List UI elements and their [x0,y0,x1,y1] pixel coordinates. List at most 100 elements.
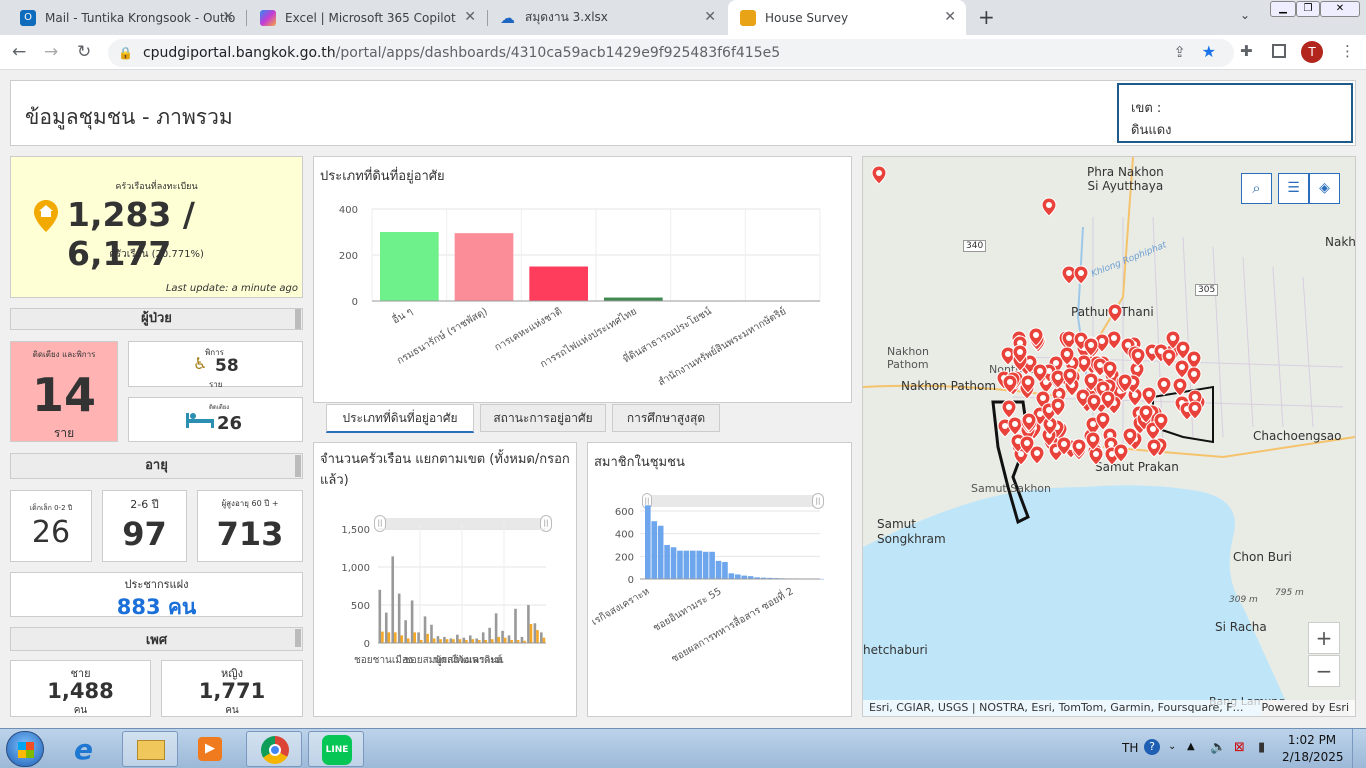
survey-pin[interactable] [1161,348,1177,368]
survey-pin[interactable] [1094,333,1110,353]
survey-pin[interactable] [1088,446,1104,466]
maximize-button[interactable]: ❐ [1296,1,1320,17]
speaker-icon[interactable]: 🔈 [1210,740,1227,755]
window-close-button[interactable]: ✕ [1320,1,1360,17]
share-icon[interactable]: ⇪ [1173,43,1186,61]
survey-pin[interactable] [1083,372,1099,392]
survey-pin[interactable] [1056,436,1072,456]
survey-pin[interactable] [1071,438,1087,458]
search-icon[interactable]: ⌕ [1241,173,1272,204]
menu-icon[interactable]: ⋮ [1340,42,1355,60]
survey-pin[interactable] [1130,347,1146,367]
survey-pin[interactable] [1107,303,1123,323]
survey-pin[interactable] [1086,393,1102,413]
bookmark-star-icon[interactable]: ★ [1201,42,1216,61]
back-icon[interactable]: ← [12,42,27,62]
survey-pin[interactable] [1083,337,1099,357]
tab-education[interactable]: การศึกษาสูงสุด [612,404,720,432]
show-desktop-button[interactable] [1352,729,1366,768]
range-slider-end-handle[interactable]: || [812,493,824,509]
help-icon[interactable]: ? [1144,739,1160,755]
survey-pin[interactable] [1020,374,1036,394]
tab-residence-status[interactable]: สถานะการอยู่อาศัย [480,404,606,432]
legend-icon[interactable]: ☰ [1278,173,1309,204]
survey-pin[interactable] [1029,445,1045,465]
extensions-icon[interactable]: ✚ [1240,42,1253,60]
survey-pin[interactable] [1153,412,1169,432]
zoom-out-button[interactable]: − [1308,655,1340,687]
survey-pin[interactable] [1061,265,1077,285]
file-explorer-icon[interactable] [122,731,178,767]
survey-pin[interactable] [1002,374,1018,394]
survey-pin[interactable] [1102,360,1118,380]
survey-pin[interactable] [1019,435,1035,455]
minimize-button[interactable]: ▁ [1270,1,1296,17]
survey-pin[interactable] [1075,388,1091,408]
reload-icon[interactable]: ↻ [77,42,92,62]
survey-pin[interactable] [871,165,887,185]
range-slider-track[interactable] [380,518,548,530]
scrollbar[interactable] [295,455,301,477]
power-icon[interactable]: ▮ [1258,740,1266,755]
district-selector[interactable]: เขต : ดินแดง [1117,83,1353,143]
close-icon[interactable]: ✕ [944,9,956,25]
survey-pin[interactable] [1073,265,1089,285]
line-app-icon[interactable]: LINE [308,731,364,767]
survey-pin[interactable] [1012,344,1028,364]
survey-pin[interactable] [1117,373,1133,393]
survey-pin[interactable] [1042,416,1058,436]
survey-pin[interactable] [1172,377,1188,397]
chrome-icon[interactable] [246,731,302,767]
survey-pin[interactable] [1122,427,1138,447]
survey-pin[interactable] [1062,367,1078,387]
language-indicator[interactable]: TH [1122,741,1139,755]
survey-pin[interactable] [1100,390,1116,410]
survey-pin[interactable] [1050,397,1066,417]
show-hidden-icons[interactable]: ▲ [1187,741,1195,752]
start-button[interactable] [6,731,44,767]
media-player-icon[interactable]: ▶ [182,731,238,767]
tab-land-type[interactable]: ประเภทที่ดินที่อยู่อาศัย [326,404,474,433]
profile-avatar[interactable]: T [1301,41,1323,63]
range-slider-track[interactable] [646,495,822,507]
chevron-down-icon[interactable]: ⌄ [1168,741,1177,752]
survey-pin[interactable] [1187,400,1203,420]
layers-icon[interactable]: ◈ [1309,173,1340,204]
survey-pin[interactable] [1059,346,1075,366]
survey-pin[interactable] [1186,366,1202,386]
survey-pin[interactable] [1028,327,1044,347]
side-panel-icon[interactable] [1272,44,1286,58]
tab-mail[interactable]: O Mail - Tuntika Krongsook - Outlo ✕ [8,0,244,35]
zoom-in-button[interactable]: + [1308,622,1340,654]
survey-pin[interactable] [1001,399,1017,419]
tab-search-icon[interactable]: ⌄ [1240,8,1251,22]
tab-house-survey[interactable]: House Survey ✕ [728,0,966,35]
range-slider-end-handle[interactable]: || [540,515,552,532]
map-canvas[interactable] [863,157,1355,716]
new-tab-button[interactable]: + [978,5,995,29]
network-icon[interactable]: ⊠ [1234,740,1245,755]
internet-explorer-icon[interactable]: e [74,733,93,766]
survey-pin[interactable] [1095,411,1111,431]
address-bar[interactable]: 🔒 cpudgiportal.bangkok.go.th/portal/apps… [108,39,1234,67]
survey-pin[interactable] [1113,443,1129,463]
survey-pin[interactable] [1085,431,1101,451]
survey-pin[interactable] [1032,363,1048,383]
tab-excel-file[interactable]: ☁ สมุดงาน 3.xlsx ✕ [500,8,716,27]
survey-pin[interactable] [1141,386,1157,406]
forward-icon[interactable]: → [44,42,59,62]
survey-pin[interactable] [1041,197,1057,217]
close-icon[interactable]: ✕ [222,9,234,25]
survey-pin[interactable] [1165,330,1181,350]
survey-pin[interactable] [1021,412,1037,432]
scrollbar[interactable] [295,629,301,647]
close-icon[interactable]: ✕ [464,9,476,25]
close-icon[interactable]: ✕ [704,9,716,25]
survey-pin[interactable] [1106,330,1122,350]
scrollbar[interactable] [295,309,301,329]
survey-pin[interactable] [1076,354,1092,374]
survey-pin[interactable] [1127,387,1143,407]
survey-pin[interactable] [1156,376,1172,396]
tab-excel-copilot[interactable]: Excel | Microsoft 365 Copilot ✕ [248,0,486,35]
